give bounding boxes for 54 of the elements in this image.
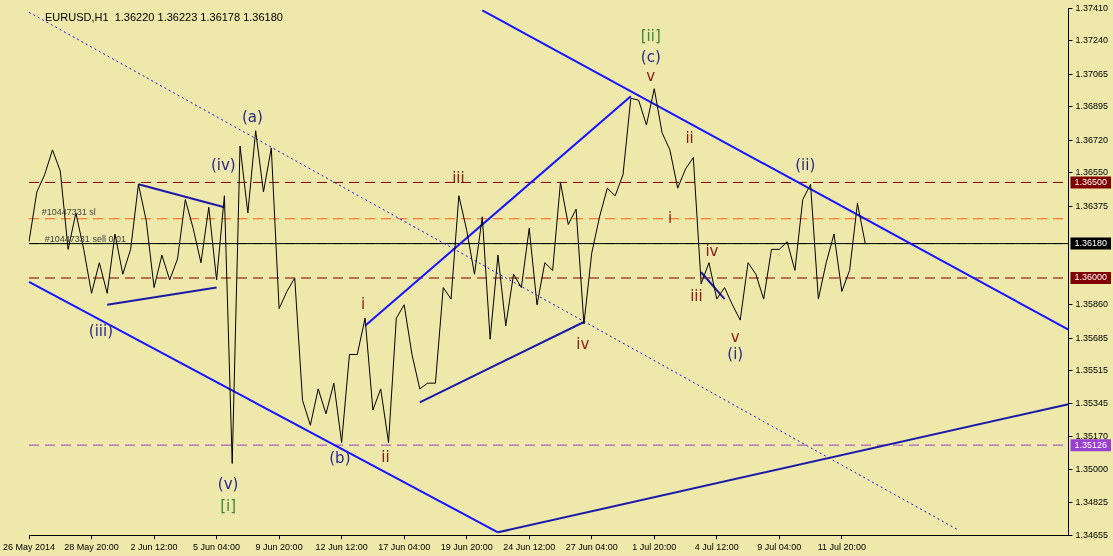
annotation: iv xyxy=(705,242,719,261)
y-tick-label: 1.34655 xyxy=(1075,529,1109,540)
ref-line-label: 1.36000 xyxy=(1074,272,1108,283)
annotation: [ii] xyxy=(640,27,661,46)
y-tick-label: 1.35860 xyxy=(1075,299,1109,310)
x-tick-label: 4 Jul 12:00 xyxy=(694,542,739,553)
x-tick-label: 26 May 2014 xyxy=(2,542,56,553)
annotation: (i) xyxy=(727,344,744,363)
y-tick-label: 1.35685 xyxy=(1075,332,1109,343)
annotation: iii xyxy=(452,168,465,187)
x-tick-label: 27 Jun 04:00 xyxy=(565,542,618,553)
y-tick-label: 1.37065 xyxy=(1075,68,1109,79)
y-tick-label: 1.36895 xyxy=(1075,101,1109,112)
y-tick-label: 1.34825 xyxy=(1075,497,1109,508)
x-tick-label: 19 Jun 20:00 xyxy=(440,542,493,553)
annotation: (a) xyxy=(242,108,263,127)
y-tick-label: 1.35170 xyxy=(1075,431,1109,442)
y-tick-label: 1.35000 xyxy=(1075,463,1109,474)
x-tick-label: 28 May 20:00 xyxy=(64,542,119,553)
x-tick-label: 5 Jun 04:00 xyxy=(193,542,241,553)
annotation: (b) xyxy=(329,448,351,467)
annotation: (v) xyxy=(217,475,239,494)
y-tick-label: 1.35515 xyxy=(1075,365,1109,376)
annotation: (c) xyxy=(640,47,661,66)
annotation: ii xyxy=(685,129,694,148)
annotation: iii xyxy=(690,286,703,305)
y-tick-label: 1.37240 xyxy=(1075,35,1109,46)
annotation: i xyxy=(668,208,673,227)
x-tick-label: 12 Jun 12:00 xyxy=(315,542,368,553)
annotation: v xyxy=(646,66,656,85)
chart-title: EURUSD,H1 1.36220 1.36223 1.36178 1.36180 xyxy=(45,11,283,24)
ref-line-label: 1.36180 xyxy=(1074,238,1108,249)
annotation: (ii) xyxy=(795,156,816,175)
annotation: ii xyxy=(381,447,390,466)
annotation: [i] xyxy=(220,497,237,516)
y-tick-label: 1.36375 xyxy=(1075,200,1109,211)
x-tick-label: 9 Jun 20:00 xyxy=(255,542,303,553)
ref-line-label: 1.35126 xyxy=(1074,439,1108,450)
annotation: v xyxy=(730,327,740,346)
y-tick-label: 1.36550 xyxy=(1075,167,1109,178)
y-tick-label: 1.36720 xyxy=(1075,134,1109,145)
x-tick-label: 17 Jun 04:00 xyxy=(378,542,431,553)
x-tick-label: 1 Jul 20:00 xyxy=(632,542,677,553)
annotation: iv xyxy=(576,334,590,353)
x-tick-label: 11 Jul 20:00 xyxy=(817,542,867,553)
y-tick-label: 1.35345 xyxy=(1075,397,1109,408)
x-tick-label: 9 Jul 04:00 xyxy=(757,542,802,553)
annotation: (iv) xyxy=(210,156,236,175)
y-tick-label: 1.37410 xyxy=(1075,2,1109,13)
annotation: i xyxy=(361,294,366,313)
x-tick-label: 2 Jun 12:00 xyxy=(130,542,178,553)
x-tick-label: 24 Jun 12:00 xyxy=(503,542,556,553)
ref-line-label: 1.36500 xyxy=(1074,176,1108,187)
annotation: (iii) xyxy=(88,321,114,340)
